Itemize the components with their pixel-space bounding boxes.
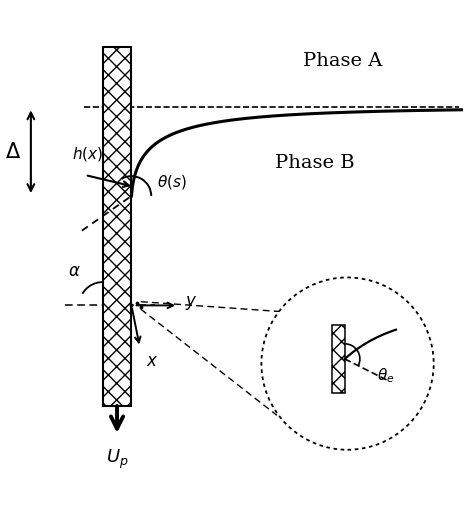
Text: $\theta(s)$: $\theta(s)$ xyxy=(157,173,187,191)
Text: Phase A: Phase A xyxy=(303,52,383,70)
Text: $x$: $x$ xyxy=(146,352,159,370)
Bar xyxy=(332,325,345,393)
Text: $\theta_e$: $\theta_e$ xyxy=(377,366,395,385)
Circle shape xyxy=(261,278,434,450)
Text: $h(x)$: $h(x)$ xyxy=(71,145,103,163)
Text: $\alpha$: $\alpha$ xyxy=(68,262,81,280)
Text: $\Delta$: $\Delta$ xyxy=(6,142,22,162)
Text: $y$: $y$ xyxy=(185,294,197,312)
Text: Phase B: Phase B xyxy=(275,154,355,172)
Bar xyxy=(102,47,132,405)
Text: $U_p$: $U_p$ xyxy=(106,447,128,470)
